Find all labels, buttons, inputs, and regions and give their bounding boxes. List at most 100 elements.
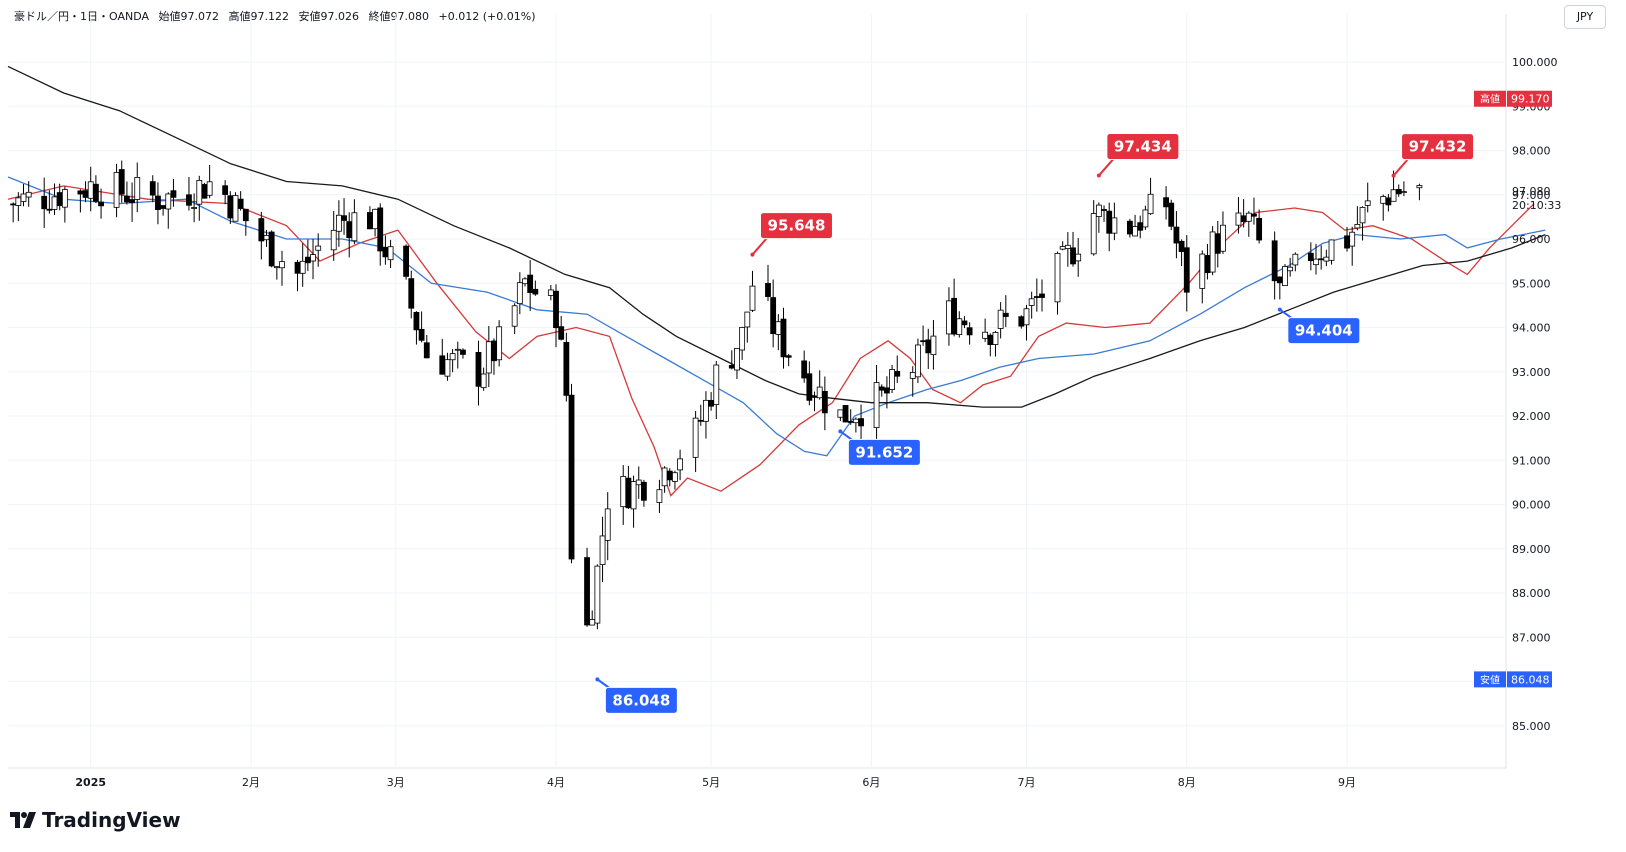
candle-body <box>821 390 828 414</box>
candle-body <box>413 311 420 331</box>
axis-tag-value-bg <box>1507 90 1552 107</box>
callout-badge <box>1287 317 1361 345</box>
candle-body <box>961 320 968 326</box>
candle-body <box>10 203 17 206</box>
price-tick-label: 91.000 <box>1512 454 1551 467</box>
time-tick-label: 2025 <box>75 776 106 789</box>
candle-body <box>889 369 895 390</box>
candle-body <box>547 289 554 296</box>
price-tick-label: 85.000 <box>1512 720 1551 733</box>
callout-label: 97.432 <box>1409 138 1467 156</box>
currency-button[interactable]: JPY <box>1564 5 1606 29</box>
axis-tag-value: 99.170 <box>1511 93 1550 106</box>
candle-body <box>1380 196 1387 204</box>
candle-body <box>1075 253 1082 262</box>
candle-body <box>620 476 627 508</box>
candle-body <box>1385 197 1392 206</box>
current-price-label: 97.080 <box>1512 185 1551 198</box>
candle-body <box>584 557 590 626</box>
price-axis[interactable]: 85.00086.00087.00088.00089.00090.00091.0… <box>1512 56 1558 733</box>
candle-body <box>1313 258 1319 266</box>
time-tick-label: 9月 <box>1338 776 1356 789</box>
price-annotations: 97.434 97.432 95.648 94.404 91.652 86.048 高値 99… <box>595 90 1561 714</box>
candle-body <box>641 481 647 501</box>
candle-body <box>765 283 771 297</box>
candle-body <box>15 197 22 206</box>
candle-body <box>775 321 782 335</box>
candle-body <box>206 181 213 196</box>
high-value: 高値97.122 <box>228 10 290 23</box>
candle-body <box>201 184 208 199</box>
candle-body <box>672 472 678 482</box>
callout-anchor <box>838 429 843 434</box>
candle-body <box>258 218 265 242</box>
candle-body <box>129 199 135 204</box>
candle-body <box>1142 209 1149 228</box>
candle-body <box>946 300 952 335</box>
candle-body <box>1256 217 1263 241</box>
candle-body <box>1287 266 1294 272</box>
candle-body <box>165 193 172 210</box>
candle-body <box>951 297 958 335</box>
candle-body <box>460 349 466 355</box>
candle-body <box>351 212 358 242</box>
candle-body <box>1173 226 1180 244</box>
candle-body <box>124 195 130 203</box>
candle-body <box>1354 223 1361 229</box>
time-tick-label: 2月 <box>242 776 260 789</box>
candle-body <box>1039 293 1045 298</box>
price-tick-label: 90.000 <box>1512 499 1551 512</box>
candle-body <box>1002 312 1009 317</box>
candle-body <box>749 285 756 311</box>
candle-body <box>594 565 601 624</box>
low-value: 安値97.026 <box>298 10 360 23</box>
axis-tag-value: 86.048 <box>1511 673 1550 686</box>
callout-badge <box>759 212 833 240</box>
price-tick-label: 94.000 <box>1512 322 1551 335</box>
chart-header: 豪ドル／円・1日・OANDA 始値97.072 高値97.122 安値97.02… <box>14 8 541 24</box>
candle-body <box>1328 239 1335 261</box>
time-tick-label: 3月 <box>387 776 405 789</box>
countdown-timer: 20:10:33 <box>1512 199 1561 212</box>
candle-body <box>630 481 637 510</box>
tradingview-logo[interactable]: TradingView <box>10 808 181 832</box>
candle-body <box>1178 240 1185 252</box>
candle-body <box>20 193 27 202</box>
candle-body <box>677 458 683 471</box>
candle-body <box>1054 253 1061 303</box>
candle-body <box>858 418 864 427</box>
callout-label: 94.404 <box>1295 322 1353 340</box>
callout-label: 97.434 <box>1114 138 1172 156</box>
candle-body <box>1240 215 1247 223</box>
candle-body <box>346 221 353 239</box>
candle-body <box>625 477 632 509</box>
close-value: 終値97.080 <box>368 10 430 23</box>
callout-label: 86.048 <box>612 691 670 709</box>
candle-body <box>713 364 720 405</box>
candle-body <box>1137 222 1144 231</box>
axis-tag-value-bg <box>1507 671 1552 688</box>
time-tick-label: 5月 <box>702 776 720 789</box>
callout-badge <box>1106 133 1180 161</box>
callout-anchor <box>1391 173 1396 178</box>
symbol-title[interactable]: 豪ドル／円・1日・OANDA <box>14 10 150 23</box>
candle-body <box>1235 212 1242 226</box>
time-axis[interactable]: 2025 2月 3月 4月 5月 6月 7月 8月 9月 <box>75 776 1356 789</box>
candle-body <box>56 192 63 207</box>
candle-body <box>242 208 249 222</box>
candle-body <box>196 180 203 205</box>
candle-body <box>237 198 244 209</box>
candle-body <box>160 205 167 209</box>
candle-body <box>770 297 777 335</box>
candle-body <box>61 189 68 208</box>
candle-body <box>1070 247 1076 265</box>
candle-body <box>589 619 596 626</box>
candle-body <box>987 334 994 346</box>
callout-badge <box>1401 133 1475 161</box>
candle-body <box>485 341 492 374</box>
candle-body <box>25 191 32 198</box>
grid-lines <box>8 14 1507 769</box>
candle-body <box>925 339 932 354</box>
callout-badge <box>604 686 678 714</box>
